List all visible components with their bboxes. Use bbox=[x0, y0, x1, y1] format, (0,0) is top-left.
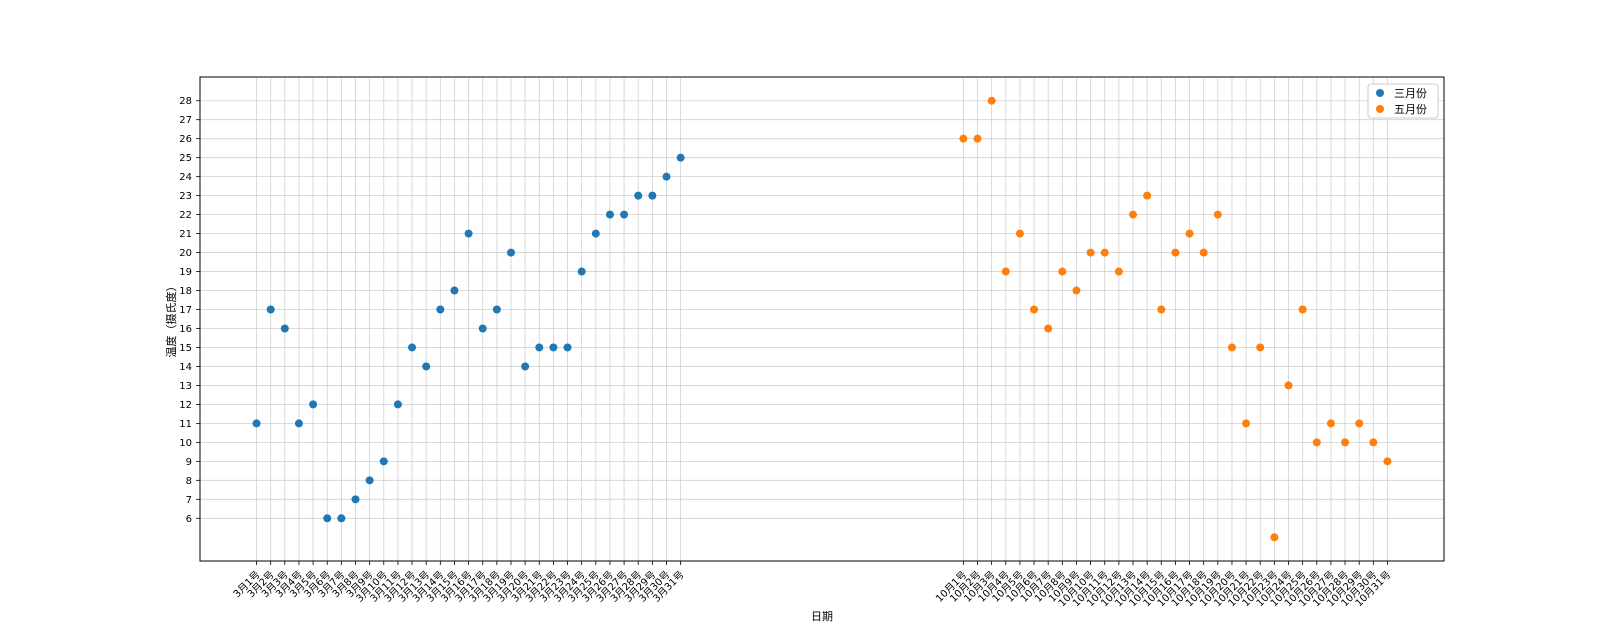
data-point bbox=[1298, 305, 1307, 314]
data-point bbox=[1058, 267, 1067, 276]
y-tick-label: 15 bbox=[179, 343, 192, 354]
y-tick-label: 16 bbox=[179, 324, 192, 335]
data-point bbox=[280, 324, 289, 333]
y-axis-title: 温度（摄氏度） bbox=[164, 281, 178, 358]
data-point bbox=[507, 248, 515, 257]
data-point bbox=[987, 96, 996, 105]
data-point bbox=[1312, 438, 1321, 447]
data-point bbox=[450, 286, 459, 295]
y-tick-label: 13 bbox=[179, 381, 192, 392]
x-axis-title: 日期 bbox=[811, 610, 833, 623]
data-point bbox=[464, 229, 473, 238]
data-point bbox=[393, 400, 402, 409]
y-tick-label: 25 bbox=[179, 153, 192, 164]
y-tick-label: 17 bbox=[179, 305, 192, 316]
data-point bbox=[662, 172, 671, 181]
data-point bbox=[521, 362, 530, 371]
data-point bbox=[676, 153, 685, 162]
data-point bbox=[1326, 419, 1335, 428]
y-tick-label: 18 bbox=[179, 286, 192, 297]
data-point bbox=[1030, 305, 1039, 314]
grid-layer bbox=[200, 77, 1444, 561]
y-tick-label: 20 bbox=[179, 248, 192, 259]
data-point bbox=[591, 229, 600, 238]
data-point bbox=[973, 134, 982, 143]
data-point bbox=[648, 191, 657, 200]
data-point bbox=[1213, 210, 1222, 219]
data-point bbox=[1199, 248, 1208, 257]
data-point bbox=[365, 476, 374, 485]
data-points bbox=[252, 96, 1392, 542]
legend-marker bbox=[1376, 89, 1384, 97]
data-point bbox=[959, 134, 968, 143]
data-point bbox=[1256, 343, 1265, 352]
data-point bbox=[1086, 248, 1095, 257]
data-point bbox=[1270, 533, 1279, 542]
data-point bbox=[563, 343, 572, 352]
data-point bbox=[549, 343, 558, 352]
data-point bbox=[605, 210, 614, 219]
legend-marker bbox=[1376, 105, 1384, 113]
data-point bbox=[535, 343, 544, 352]
data-point bbox=[1185, 229, 1194, 238]
y-tick-label: 28 bbox=[179, 96, 192, 107]
data-point bbox=[1157, 305, 1166, 314]
y-tick-label: 8 bbox=[186, 476, 192, 487]
data-point bbox=[309, 400, 318, 409]
data-point bbox=[1072, 286, 1081, 295]
data-point bbox=[1242, 419, 1251, 428]
data-point bbox=[577, 267, 586, 276]
data-point bbox=[1001, 267, 1010, 276]
y-tick-label: 22 bbox=[179, 210, 192, 221]
y-tick-label: 14 bbox=[179, 362, 192, 373]
data-point bbox=[1341, 438, 1350, 447]
y-tick-label: 7 bbox=[186, 495, 192, 506]
data-point bbox=[1114, 267, 1123, 276]
data-point bbox=[1383, 457, 1392, 466]
data-point bbox=[1369, 438, 1378, 447]
data-point bbox=[1129, 210, 1137, 219]
y-tick-label: 9 bbox=[186, 457, 192, 468]
data-point bbox=[351, 495, 360, 504]
y-axis-ticks: 6 7 8 9 10 11 12 13 14 15 16 17 18 19 20 21 22 23 24 25 26 27… bbox=[179, 96, 200, 525]
plot-frame bbox=[199, 76, 1445, 562]
y-tick-label: 12 bbox=[179, 400, 192, 411]
y-tick-label: 24 bbox=[179, 172, 192, 183]
data-point bbox=[478, 324, 487, 333]
x-axis-ticks: 3月1号3月2号3月3号3月4号3月5号3月6号3月7号3月8号3月9号3月10… bbox=[231, 561, 1394, 609]
data-point bbox=[1044, 324, 1053, 333]
data-point bbox=[294, 419, 303, 428]
y-tick-label: 10 bbox=[179, 438, 192, 449]
y-tick-label: 26 bbox=[179, 134, 192, 145]
data-point bbox=[492, 305, 501, 314]
y-tick-label: 23 bbox=[179, 191, 192, 202]
data-point bbox=[634, 191, 643, 200]
data-point bbox=[408, 343, 417, 352]
legend-box bbox=[1367, 83, 1439, 119]
y-tick-label: 21 bbox=[179, 229, 192, 240]
data-point bbox=[1171, 248, 1180, 257]
data-point bbox=[266, 305, 275, 314]
y-tick-label: 11 bbox=[179, 419, 192, 430]
data-point bbox=[379, 457, 388, 466]
y-tick-label: 19 bbox=[179, 267, 192, 278]
data-point bbox=[1355, 419, 1364, 428]
data-point bbox=[1284, 381, 1293, 390]
legend-label: 三月份 bbox=[1394, 87, 1427, 100]
data-point bbox=[436, 305, 445, 314]
data-point bbox=[1227, 343, 1236, 352]
data-point bbox=[252, 419, 261, 428]
data-point bbox=[1100, 248, 1109, 257]
y-tick-label: 27 bbox=[179, 115, 192, 126]
y-tick-label: 6 bbox=[186, 514, 192, 525]
data-point bbox=[337, 514, 346, 523]
legend-label: 五月份 bbox=[1394, 103, 1427, 116]
data-point bbox=[323, 514, 332, 523]
data-point bbox=[422, 362, 431, 371]
data-point bbox=[620, 210, 629, 219]
data-point bbox=[1015, 229, 1024, 238]
data-point bbox=[1143, 191, 1152, 200]
